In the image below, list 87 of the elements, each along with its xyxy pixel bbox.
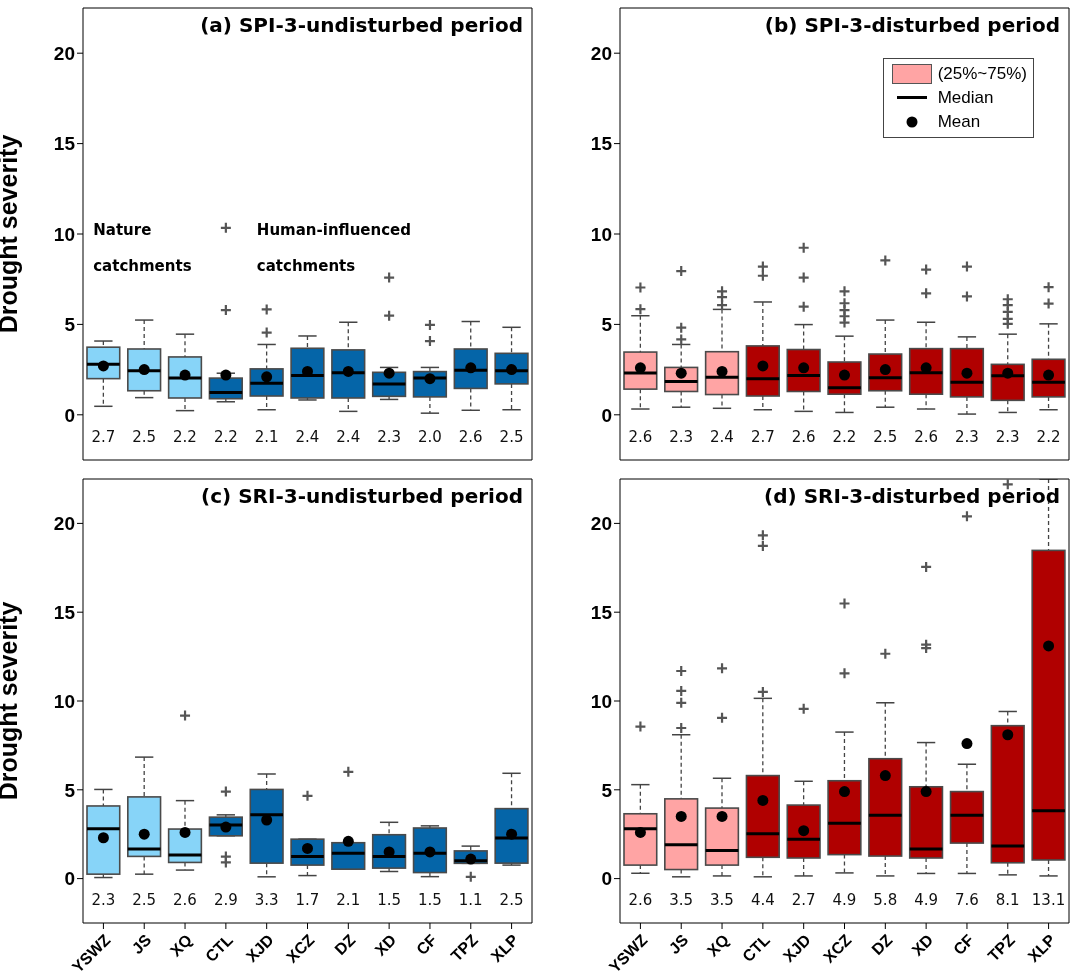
y-tick-label: 20 [590,42,612,64]
text: 8.1 [995,891,1020,910]
y-tick-label: 0 [601,868,612,890]
text: 2.6 [458,427,483,446]
text: 2.5 [132,891,157,910]
text: 2.1 [254,427,279,446]
x-tick-label: CF [950,930,978,959]
text: 2.7 [791,891,816,910]
legend-label: (25%~75%) [937,64,1027,84]
y-tick-label: 10 [53,690,75,712]
text: 2.4 [710,427,734,446]
x-tick-label: DZ [868,930,896,959]
text: 1.1 [458,891,483,910]
text: 2.5 [499,891,524,910]
y-tick-label: 15 [53,601,76,623]
y-tick-label: 0 [601,404,612,426]
text: 1.5 [377,891,402,910]
text: 3.5 [710,891,734,910]
text: 2.0 [417,427,442,446]
text: 2.6 [628,891,653,910]
chart-title: (c) SRI-3-undisturbed period [201,484,523,508]
text: 2.3 [954,427,979,446]
text: 2.7 [91,427,116,446]
y-tick-label: 10 [53,223,75,245]
annotation: Mean [937,112,981,132]
text: 3.3 [254,891,279,910]
y-tick-label: 5 [64,314,76,336]
text: 2.6 [914,427,939,446]
text: 2.6 [628,427,653,446]
chart-title: (a) SPI-3-undisturbed period [200,13,523,37]
text: 2.3 [377,427,402,446]
text: 2.3 [995,427,1020,446]
text: 1.5 [417,891,442,910]
y-tick-label: 20 [53,42,75,64]
text: Human-influenced catchments [256,220,412,275]
text: 2.6 [173,891,197,910]
chart-title: (d) SRI-3-disturbed period [764,484,1060,508]
x-tick-label: CF [413,930,441,959]
y-tick-label: 0 [64,868,75,890]
x-tick-label: CTL [202,930,237,966]
text: 2.3 [91,891,116,910]
y-tick-label: 10 [590,223,612,245]
x-tick-label: CTL [739,930,774,966]
y-tick-label: 0 [64,404,75,426]
text: 2.5 [132,427,157,446]
y-tick-label: 15 [590,601,613,623]
y-tick-label: 15 [53,133,76,155]
y-tick-label: 5 [64,779,76,801]
y-tick-label: 5 [601,314,613,336]
text: Nature catchments [93,220,192,275]
x-tick-label: DZ [331,930,359,959]
text: 4.9 [832,891,857,910]
x-tick-label: JS [665,930,692,957]
text: 4.9 [914,891,939,910]
text: 1.7 [295,891,320,910]
text: 2.9 [213,891,238,910]
text: 2.2 [213,427,238,446]
text: 2.2 [832,427,857,446]
text: 7.6 [954,891,979,910]
x-tick-label: XD [908,931,937,959]
annotation: Median [937,88,994,108]
y-tick-label: 20 [53,513,75,535]
text: 13.1 [1031,891,1066,910]
x-tick-label: XD [371,931,400,959]
text: 4.4 [750,891,775,910]
text: 2.5 [499,427,524,446]
text: 2.6 [791,427,816,446]
y-tick-label: 20 [590,513,612,535]
text: 2.4 [295,427,320,446]
text: 5.8 [873,891,898,910]
x-tick-label: XQ [703,931,733,960]
text: 2.2 [1036,427,1061,446]
text: 2.4 [336,427,361,446]
text: 2.2 [173,427,197,446]
text: 2.1 [336,891,361,910]
x-tick-label: TPZ [447,930,482,965]
text: 2.3 [669,427,694,446]
x-tick-label: XQ [166,931,196,960]
x-tick-label: JS [128,930,155,957]
text: 2.5 [873,427,898,446]
text: 3.5 [669,891,694,910]
y-tick-label: 10 [590,690,612,712]
y-tick-label: 15 [590,133,613,155]
x-tick-label: TPZ [984,930,1019,965]
y-tick-label: 5 [601,779,613,801]
chart-title: (b) SPI-3-disturbed period [764,13,1060,37]
text: 2.7 [750,427,775,446]
